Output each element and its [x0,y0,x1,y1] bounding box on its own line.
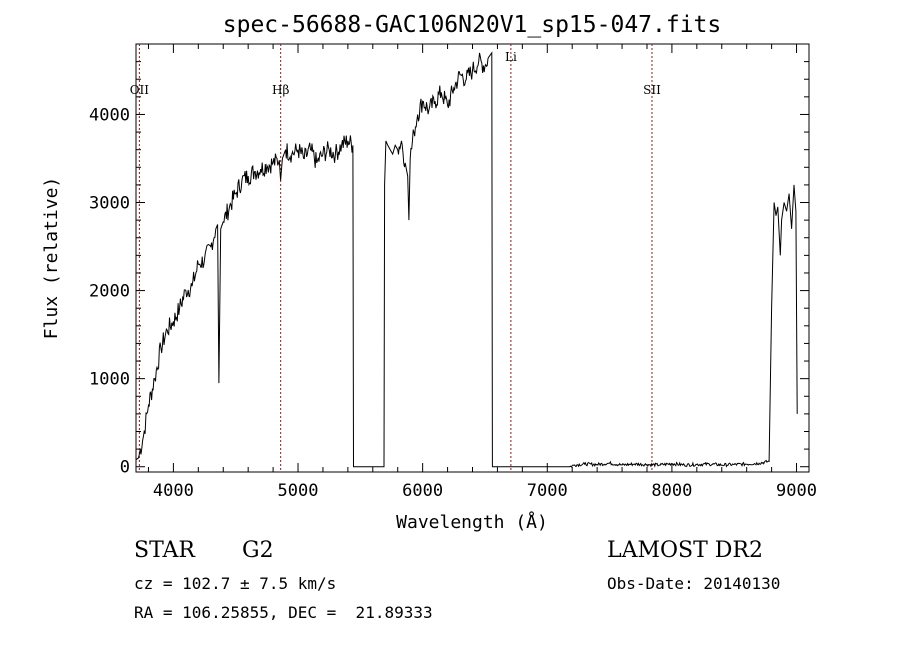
x-tick-label: 9000 [776,481,817,501]
y-tick-label: 1000 [89,370,130,390]
survey-name: LAMOST DR2 [607,538,763,563]
spectrum-line [135,51,798,468]
object-subclass: G2 [242,538,274,563]
line-marker-label: OII [130,83,150,97]
redshift-velocity: cz = 102.7 ± 7.5 km/s [134,574,337,593]
y-tick-label: 0 [120,458,130,478]
observation-date: Obs-Date: 20140130 [607,574,781,593]
object-class: STAR [134,538,195,563]
axis-ticks: 4000 5000 6000 7000 8000 9000 0 1000 2000 3000 400… [89,44,817,501]
plot-frame [135,43,810,473]
x-tick-label: 8000 [651,481,692,501]
x-tick-label: 6000 [402,481,443,501]
spectral-line-markers: OII Hβ Li SII [130,44,661,472]
x-tick-label: 7000 [527,481,568,501]
line-marker-label: Hβ [272,83,289,97]
y-axis-label: Flux (relative) [41,177,62,340]
chart-title: spec-56688-GAC106N20V1_sp15-047.fits [223,12,722,38]
coordinates: RA = 106.25855, DEC = 21.89333 [134,603,433,622]
x-axis-label: Wavelength (Å) [396,511,548,533]
y-tick-label: 2000 [89,282,130,302]
spectrum-series [135,51,798,468]
line-marker-label: Li [505,50,517,64]
x-tick-label: 4000 [153,481,194,501]
x-tick-label: 5000 [278,481,319,501]
line-marker-label: SII [643,83,661,97]
y-tick-label: 4000 [89,105,130,125]
y-tick-label: 3000 [89,194,130,214]
